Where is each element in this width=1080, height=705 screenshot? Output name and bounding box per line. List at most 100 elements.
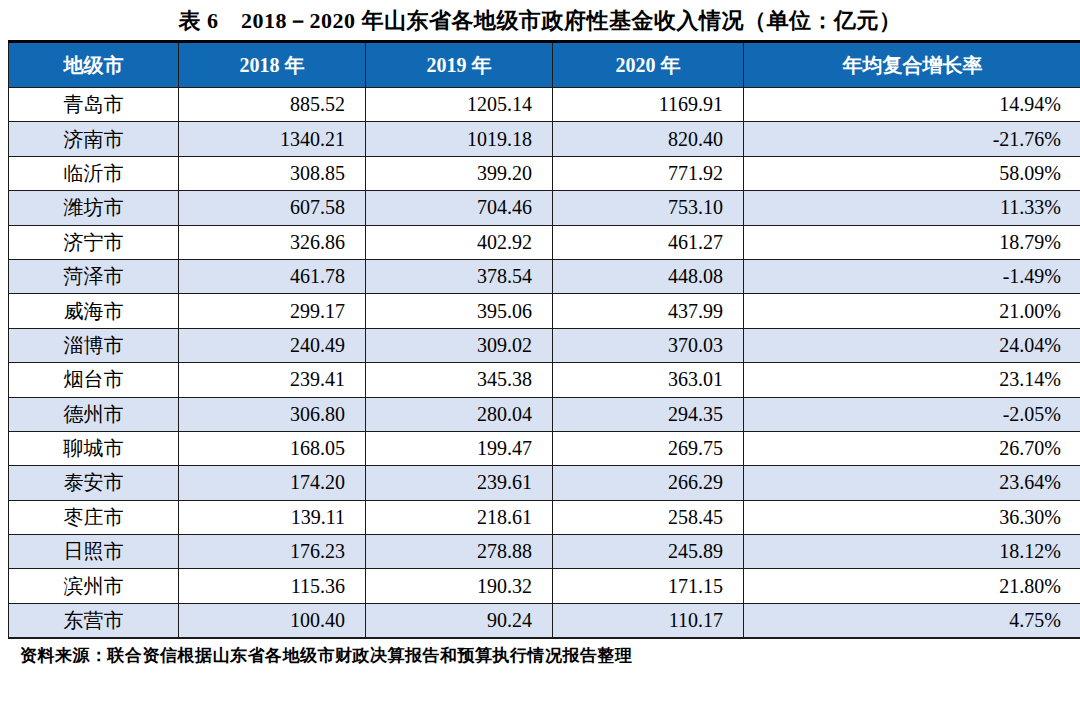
city-cell: 德州市 [9,397,179,431]
value-cell: 704.46 [366,191,553,225]
value-cell: 258.45 [553,500,744,534]
city-cell: 菏泽市 [9,259,179,293]
value-cell: 36.30% [744,500,1080,534]
value-cell: 1019.18 [366,122,553,156]
value-cell: 199.47 [366,431,553,465]
column-header-2: 2019 年 [366,42,553,88]
city-cell: 聊城市 [9,431,179,465]
fund-revenue-table: 地级市2018 年2019 年2020 年年均复合增长率 青岛市885.5212… [8,40,1080,639]
value-cell: 239.61 [366,466,553,500]
value-cell: 18.79% [744,225,1080,259]
value-cell: -1.49% [744,259,1080,293]
value-cell: 26.70% [744,431,1080,465]
value-cell: 1205.14 [366,88,553,122]
value-cell: 110.17 [553,603,744,638]
table-row: 菏泽市461.78378.54448.08-1.49% [9,259,1080,293]
value-cell: 378.54 [366,259,553,293]
value-cell: 753.10 [553,191,744,225]
table-row: 滨州市115.36190.32171.1521.80% [9,569,1080,603]
value-cell: 370.03 [553,328,744,362]
value-cell: 345.38 [366,363,553,397]
table-row: 济宁市326.86402.92461.2718.79% [9,225,1080,259]
value-cell: 1340.21 [179,122,366,156]
value-cell: 115.36 [179,569,366,603]
city-cell: 淄博市 [9,328,179,362]
value-cell: 395.06 [366,294,553,328]
column-header-0: 地级市 [9,42,179,88]
column-header-3: 2020 年 [553,42,744,88]
table-body: 青岛市885.521205.141169.9114.94%济南市1340.211… [9,88,1080,639]
table-row: 烟台市239.41345.38363.0123.14% [9,363,1080,397]
table-row: 泰安市174.20239.61266.2923.64% [9,466,1080,500]
value-cell: -21.76% [744,122,1080,156]
value-cell: 139.11 [179,500,366,534]
table-row: 临沂市308.85399.20771.9258.09% [9,156,1080,190]
source-note: 资料来源：联合资信根据山东省各地级市财政决算报告和预算执行情况报告整理 [8,644,1072,667]
document-page: 表 6 2018－2020 年山东省各地级市政府性基金收入情况（单位：亿元） 地… [0,0,1080,705]
value-cell: 4.75% [744,603,1080,638]
table-row: 东营市100.4090.24110.174.75% [9,603,1080,638]
table-row: 淄博市240.49309.02370.0324.04% [9,328,1080,362]
value-cell: -2.05% [744,397,1080,431]
value-cell: 100.40 [179,603,366,638]
value-cell: 11.33% [744,191,1080,225]
value-cell: 399.20 [366,156,553,190]
value-cell: 23.14% [744,363,1080,397]
city-cell: 泰安市 [9,466,179,500]
value-cell: 607.58 [179,191,366,225]
value-cell: 402.92 [366,225,553,259]
city-cell: 滨州市 [9,569,179,603]
value-cell: 461.78 [179,259,366,293]
value-cell: 14.94% [744,88,1080,122]
value-cell: 280.04 [366,397,553,431]
table-header: 地级市2018 年2019 年2020 年年均复合增长率 [9,42,1080,88]
table-row: 青岛市885.521205.141169.9114.94% [9,88,1080,122]
value-cell: 309.02 [366,328,553,362]
value-cell: 269.75 [553,431,744,465]
city-cell: 临沂市 [9,156,179,190]
value-cell: 18.12% [744,535,1080,569]
header-row: 地级市2018 年2019 年2020 年年均复合增长率 [9,42,1080,88]
city-cell: 济宁市 [9,225,179,259]
value-cell: 326.86 [179,225,366,259]
value-cell: 190.32 [366,569,553,603]
value-cell: 299.17 [179,294,366,328]
column-header-4: 年均复合增长率 [744,42,1080,88]
city-cell: 济南市 [9,122,179,156]
value-cell: 90.24 [366,603,553,638]
value-cell: 885.52 [179,88,366,122]
value-cell: 58.09% [744,156,1080,190]
table-row: 日照市176.23278.88245.8918.12% [9,535,1080,569]
value-cell: 24.04% [744,328,1080,362]
value-cell: 820.40 [553,122,744,156]
value-cell: 240.49 [179,328,366,362]
city-cell: 青岛市 [9,88,179,122]
value-cell: 218.61 [366,500,553,534]
table-title: 表 6 2018－2020 年山东省各地级市政府性基金收入情况（单位：亿元） [8,4,1072,38]
value-cell: 461.27 [553,225,744,259]
value-cell: 21.00% [744,294,1080,328]
column-header-1: 2018 年 [179,42,366,88]
value-cell: 21.80% [744,569,1080,603]
value-cell: 278.88 [366,535,553,569]
value-cell: 174.20 [179,466,366,500]
value-cell: 437.99 [553,294,744,328]
value-cell: 306.80 [179,397,366,431]
table-row: 聊城市168.05199.47269.7526.70% [9,431,1080,465]
value-cell: 294.35 [553,397,744,431]
value-cell: 771.92 [553,156,744,190]
city-cell: 枣庄市 [9,500,179,534]
value-cell: 23.64% [744,466,1080,500]
table-row: 枣庄市139.11218.61258.4536.30% [9,500,1080,534]
table-row: 德州市306.80280.04294.35-2.05% [9,397,1080,431]
value-cell: 1169.91 [553,88,744,122]
value-cell: 448.08 [553,259,744,293]
city-cell: 潍坊市 [9,191,179,225]
city-cell: 烟台市 [9,363,179,397]
value-cell: 308.85 [179,156,366,190]
value-cell: 245.89 [553,535,744,569]
table-row: 济南市1340.211019.18820.40-21.76% [9,122,1080,156]
value-cell: 266.29 [553,466,744,500]
value-cell: 168.05 [179,431,366,465]
value-cell: 176.23 [179,535,366,569]
